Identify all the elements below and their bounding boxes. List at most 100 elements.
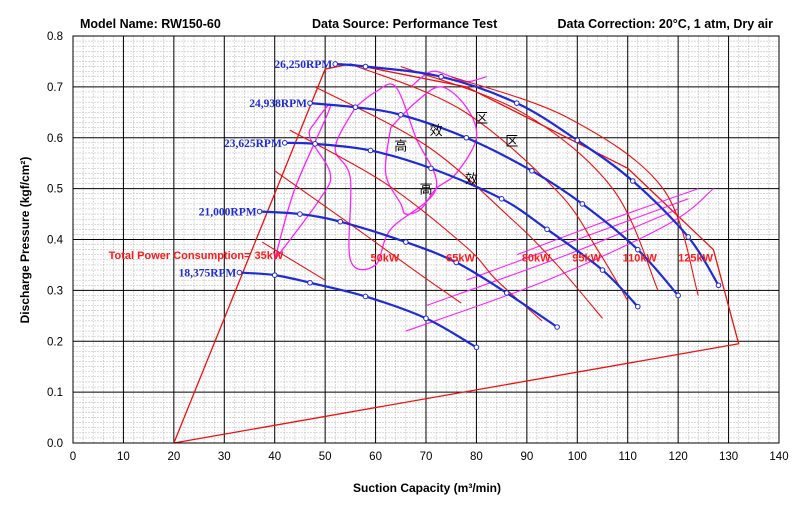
x-tick-label: 10: [117, 451, 130, 463]
rpm-point: [307, 279, 313, 286]
y-tick-label: 0.7: [47, 82, 63, 94]
y-tick-label: 0.1: [47, 387, 63, 399]
rpm-point: [544, 226, 550, 233]
model-name: Model Name: RW150-60: [80, 17, 221, 31]
x-tick-label: 50: [319, 451, 332, 463]
rpm-point: [352, 104, 359, 111]
rpm-curve: [284, 141, 639, 308]
rpm-point: [599, 267, 606, 273]
power-line: [400, 66, 659, 291]
rpm-point: [297, 211, 303, 217]
y-tick-label: 0.4: [47, 235, 64, 247]
x-tick-label: 20: [167, 451, 180, 463]
power-line: [289, 129, 543, 322]
power-line: [274, 170, 462, 304]
rpm-point: [463, 134, 470, 141]
rpm-point: [635, 303, 641, 310]
rpm-point: [453, 259, 460, 266]
rpm-curve: [335, 62, 720, 286]
rpm-label: 18,375RPM: [179, 268, 237, 280]
power-label: 65kW: [446, 252, 475, 264]
y-axis-title: Discharge Pressure (kgf/cm²): [18, 157, 32, 324]
efficiency-guide-line: [405, 188, 714, 332]
rpm-point: [629, 178, 636, 184]
rpm-curve: [259, 210, 558, 328]
rpm-point: [362, 63, 369, 70]
rpm-point: [362, 293, 369, 300]
rpm-point: [423, 315, 429, 322]
rpm-point: [498, 196, 505, 202]
power-label: 95kW: [572, 252, 601, 264]
efficiency-contour: [384, 86, 478, 215]
rpm-point: [635, 246, 641, 253]
y-axis-ticks: 0.0 0.1 0.2 0.3 0.4 0.5 0.6 0.7 0.8: [47, 31, 64, 450]
efficiency-zone-label: 效: [430, 124, 443, 139]
efficiency-zone-label: 区: [505, 134, 518, 149]
y-tick-label: 0.3: [47, 285, 63, 297]
x-tick-label: 70: [420, 451, 433, 463]
efficiency-contour: [334, 83, 438, 271]
x-tick-label: 0: [70, 451, 76, 463]
power-line: [261, 241, 326, 281]
efficiency-zone-label: 区: [475, 111, 488, 126]
total-power-label: Total Power Consumption=: [109, 250, 251, 262]
chart-labels: 18,375RPM 21,000RPM 23,625RPM 24,938RPM 26,2…: [109, 59, 714, 280]
rpm-point: [513, 100, 520, 106]
rpm-point: [574, 137, 581, 144]
x-tick-label: 60: [369, 451, 382, 463]
power-line: [451, 76, 699, 296]
rpm-point: [337, 218, 344, 225]
x-tick-label: 40: [268, 451, 281, 463]
rpm-label: 24,938RPM: [249, 98, 307, 110]
x-tick-label: 130: [719, 451, 738, 463]
rpm-point: [256, 208, 263, 215]
rpm-label: 26,250RPM: [274, 59, 332, 71]
rpm-point: [236, 269, 243, 276]
rpm-point: [685, 234, 692, 240]
rpm-curves: [236, 61, 722, 351]
rpm-point: [503, 290, 510, 296]
x-tick-label: 80: [470, 451, 483, 463]
power-lines: [261, 63, 699, 322]
y-tick-label: 0.6: [47, 133, 63, 145]
y-tick-label: 0.8: [47, 31, 63, 43]
rpm-label: 21,000RPM: [199, 207, 257, 219]
rpm-point: [282, 140, 288, 146]
x-tick-label: 100: [568, 451, 587, 463]
power-label: 125kW: [678, 252, 713, 264]
rpm-point: [438, 73, 444, 80]
y-tick-label: 0.5: [47, 184, 63, 196]
plot-frame: [72, 35, 780, 444]
rpm-point: [367, 147, 374, 154]
efficiency-guide-line: [516, 188, 699, 256]
data-source: Data Source: Performance Test: [312, 17, 498, 31]
rpm-point: [403, 239, 409, 245]
rpm-curve: [309, 102, 679, 297]
efficiency-zone-label: 高: [419, 182, 432, 198]
efficiency-contour: [410, 70, 487, 88]
rpm-point: [675, 292, 681, 299]
rpm-point: [473, 344, 480, 351]
x-axis-ticks: 0 10 20 30 40 50 60 70 80 90 100 110 120 130 140: [70, 451, 789, 463]
rpm-label: 23,625RPM: [224, 138, 282, 150]
efficiency-zone-label: 高: [394, 138, 407, 154]
y-tick-label: 0.2: [47, 336, 63, 348]
rpm-point: [579, 201, 586, 207]
x-tick-label: 120: [669, 451, 688, 463]
rpm-point: [271, 272, 278, 278]
power-label: 80kW: [522, 252, 551, 264]
data-correction: Data Correction: 20°C, 1 atm, Dry air: [558, 17, 774, 31]
x-tick-label: 30: [218, 451, 231, 463]
rpm-point: [715, 282, 722, 289]
rpm-point: [307, 100, 313, 106]
y-tick-label: 0.0: [47, 438, 63, 450]
power-label: 35kW: [255, 250, 284, 262]
power-line: [314, 86, 603, 319]
power-label: 50kW: [371, 252, 400, 264]
x-tick-label: 140: [769, 451, 788, 463]
x-tick-label: 110: [619, 451, 637, 463]
rpm-point: [332, 61, 339, 67]
efficiency-guide-line: [425, 208, 679, 307]
